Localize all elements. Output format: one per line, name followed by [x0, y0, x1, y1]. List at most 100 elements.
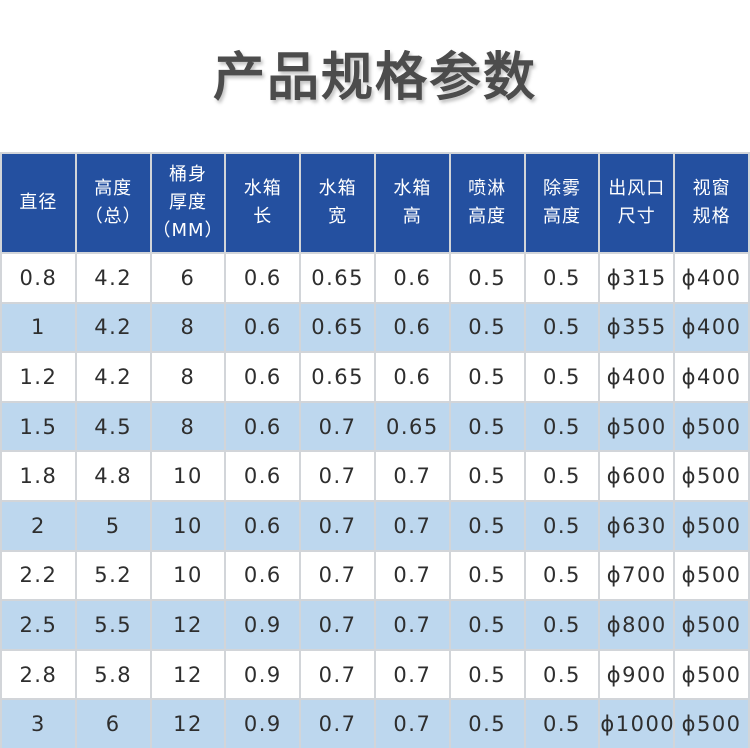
cell: ϕ1000 — [598, 698, 676, 748]
cell: 0.6 — [224, 549, 302, 602]
cell: 0.5 — [523, 450, 601, 502]
cell: 0.65 — [373, 400, 451, 453]
table-row: 2.5 5.5 12 0.9 0.7 0.7 0.5 0.5 ϕ800 ϕ500 — [0, 599, 750, 651]
cell: 0.7 — [373, 450, 451, 502]
cell: 10 — [149, 549, 227, 602]
cell: 0.8 — [0, 252, 77, 304]
cell: 0.5 — [448, 698, 526, 748]
col-header-window-spec: 视窗 规格 — [673, 152, 750, 254]
cell: ϕ500 — [673, 648, 750, 701]
cell: 0.9 — [224, 698, 302, 748]
cell: 5.8 — [74, 648, 152, 701]
table-row: 1.5 4.5 8 0.6 0.7 0.65 0.5 0.5 ϕ500 ϕ500 — [0, 400, 750, 453]
cell: 1.8 — [0, 450, 77, 502]
cell: 3 — [0, 698, 77, 748]
col-header-demist-height: 除雾 高度 — [523, 152, 601, 254]
cell: 0.5 — [523, 599, 601, 651]
cell: ϕ355 — [598, 301, 676, 354]
cell: ϕ600 — [598, 450, 676, 502]
cell: 10 — [149, 450, 227, 502]
cell: 0.7 — [373, 549, 451, 602]
cell: ϕ500 — [673, 698, 750, 748]
table-row: 2 5 10 0.6 0.7 0.7 0.5 0.5 ϕ630 ϕ500 — [0, 499, 750, 552]
cell: 0.7 — [373, 698, 451, 748]
cell: 0.9 — [224, 599, 302, 651]
cell: 0.5 — [523, 252, 601, 304]
cell: 2.2 — [0, 549, 77, 602]
cell: 12 — [149, 599, 227, 651]
cell: 0.5 — [523, 351, 601, 403]
cell: 0.6 — [373, 351, 451, 403]
cell: 0.6 — [224, 252, 302, 304]
cell: ϕ500 — [673, 549, 750, 602]
table-row: 0.8 4.2 6 0.6 0.65 0.6 0.5 0.5 ϕ315 ϕ400 — [0, 252, 750, 304]
col-header-diameter: 直径 — [0, 152, 77, 254]
cell: ϕ500 — [598, 400, 676, 453]
col-header-barrel-thickness-mm: 桶身 厚度 （MM） — [149, 152, 227, 254]
cell: 12 — [149, 698, 227, 748]
cell: ϕ400 — [598, 351, 676, 403]
spec-table-header: 直径 高度 （总） 桶身 厚度 （MM） 水箱 长 水箱 宽 水箱 高 喷淋 高… — [0, 152, 750, 254]
col-header-air-outlet-size: 出风口 尺寸 — [598, 152, 676, 254]
cell: 4.8 — [74, 450, 152, 502]
spec-table: 直径 高度 （总） 桶身 厚度 （MM） 水箱 长 水箱 宽 水箱 高 喷淋 高… — [0, 152, 750, 748]
cell: 0.5 — [448, 499, 526, 552]
cell: 0.5 — [523, 648, 601, 701]
col-header-tank-width: 水箱 宽 — [299, 152, 376, 254]
cell: 12 — [149, 648, 227, 701]
cell: 1.5 — [0, 400, 77, 453]
table-row: 2.2 5.2 10 0.6 0.7 0.7 0.5 0.5 ϕ700 ϕ500 — [0, 549, 750, 602]
cell: 6 — [149, 252, 227, 304]
col-header-tank-length: 水箱 长 — [224, 152, 302, 254]
cell: ϕ500 — [673, 499, 750, 552]
page-title: 产品规格参数 — [212, 48, 537, 108]
cell: 0.65 — [299, 351, 376, 403]
cell: 0.6 — [224, 499, 302, 552]
cell: 8 — [149, 400, 227, 453]
table-row: 1 4.2 8 0.6 0.65 0.6 0.5 0.5 ϕ355 ϕ400 — [0, 301, 750, 354]
cell: 0.5 — [448, 549, 526, 602]
cell: ϕ900 — [598, 648, 676, 701]
cell: ϕ400 — [673, 252, 750, 304]
cell: 0.5 — [523, 499, 601, 552]
cell: 0.5 — [448, 450, 526, 502]
cell: ϕ400 — [673, 301, 750, 354]
cell: 0.7 — [299, 400, 376, 453]
cell: 0.6 — [373, 252, 451, 304]
cell: 0.6 — [224, 400, 302, 453]
cell: 4.2 — [74, 252, 152, 304]
cell: 0.65 — [299, 301, 376, 354]
cell: 0.5 — [448, 351, 526, 403]
col-header-spray-height: 喷淋 高度 — [448, 152, 526, 254]
cell: ϕ500 — [673, 400, 750, 453]
cell: 0.5 — [448, 252, 526, 304]
cell: ϕ630 — [598, 499, 676, 552]
cell: 0.6 — [224, 301, 302, 354]
cell: 8 — [149, 301, 227, 354]
cell: 4.5 — [74, 400, 152, 453]
table-row: 2.8 5.8 12 0.9 0.7 0.7 0.5 0.5 ϕ900 ϕ500 — [0, 648, 750, 701]
cell: 0.6 — [224, 351, 302, 403]
cell: 0.7 — [299, 698, 376, 748]
cell: ϕ315 — [598, 252, 676, 304]
cell: 0.5 — [448, 301, 526, 354]
cell: 0.7 — [299, 599, 376, 651]
cell: 10 — [149, 499, 227, 552]
cell: 0.7 — [299, 549, 376, 602]
cell: 0.7 — [373, 599, 451, 651]
cell: ϕ400 — [673, 351, 750, 403]
cell: 8 — [149, 351, 227, 403]
cell: 0.5 — [523, 549, 601, 602]
cell: 0.7 — [299, 648, 376, 701]
cell: 0.7 — [299, 450, 376, 502]
cell: 6 — [74, 698, 152, 748]
cell: 1.2 — [0, 351, 77, 403]
cell: 4.2 — [74, 301, 152, 354]
cell: 2.5 — [0, 599, 77, 651]
cell: 0.5 — [523, 698, 601, 748]
cell: 0.5 — [448, 648, 526, 701]
table-row: 3 6 12 0.9 0.7 0.7 0.5 0.5 ϕ1000 ϕ500 — [0, 698, 750, 748]
cell: ϕ500 — [673, 599, 750, 651]
cell: ϕ800 — [598, 599, 676, 651]
